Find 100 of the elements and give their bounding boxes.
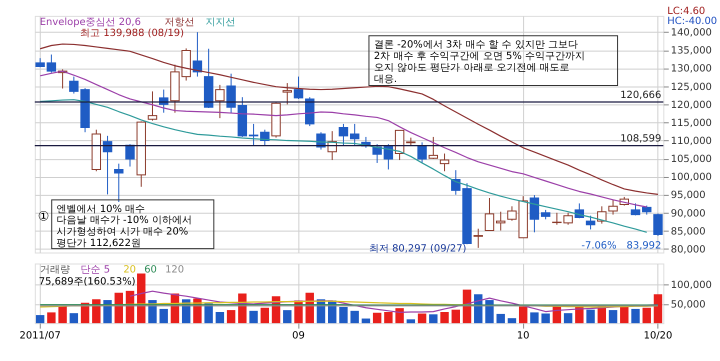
candlestick bbox=[215, 84, 225, 119]
bar bbox=[339, 306, 348, 324]
text: 60 bbox=[144, 264, 157, 276]
candlestick bbox=[597, 206, 607, 224]
candlestick bbox=[642, 205, 652, 216]
y-tick-label: 100,000 bbox=[670, 280, 712, 292]
candlestick bbox=[451, 170, 460, 196]
bar bbox=[362, 318, 370, 324]
bar bbox=[530, 312, 539, 324]
ref-line-label: 108,599 bbox=[620, 134, 662, 145]
candlestick bbox=[428, 136, 438, 160]
bar bbox=[496, 314, 505, 324]
bar bbox=[159, 308, 168, 324]
y-tick-label: 115,000 bbox=[670, 118, 712, 129]
y-tick-label: 100,000 bbox=[670, 172, 712, 184]
bar bbox=[586, 310, 595, 324]
bar bbox=[452, 310, 460, 324]
y-tick-label: 125,000 bbox=[670, 82, 712, 93]
candlestick bbox=[102, 135, 112, 195]
candlestick bbox=[125, 144, 135, 168]
bar bbox=[114, 292, 123, 324]
bar bbox=[103, 300, 112, 324]
bar bbox=[70, 313, 78, 324]
bar bbox=[350, 310, 359, 324]
bar bbox=[541, 314, 550, 324]
bar bbox=[372, 312, 382, 324]
candlestick bbox=[496, 211, 506, 232]
bar bbox=[518, 306, 528, 324]
y-tick-label: 50,000 bbox=[670, 299, 706, 310]
text: 20 bbox=[123, 264, 136, 276]
annotation: ① bbox=[38, 210, 50, 225]
candlestick bbox=[540, 209, 550, 220]
text: 단순 5 bbox=[80, 264, 110, 276]
bar bbox=[418, 314, 426, 324]
y-tick-label: 120,000 bbox=[670, 100, 712, 111]
candlestick bbox=[114, 163, 124, 202]
x-tick-label: 09 bbox=[292, 330, 305, 342]
candlestick bbox=[608, 199, 618, 216]
x-tick-label: 10/20 bbox=[644, 330, 672, 342]
candlestick bbox=[586, 215, 596, 230]
ref-line-label: 120,666 bbox=[620, 90, 662, 102]
candlestick bbox=[338, 123, 348, 146]
bar bbox=[654, 294, 662, 324]
bar bbox=[440, 312, 449, 324]
annotation: 최저 80,297 (09/27) bbox=[368, 244, 467, 255]
bar bbox=[260, 308, 270, 324]
bar bbox=[508, 318, 516, 324]
bar bbox=[36, 315, 44, 324]
text: 120 bbox=[165, 264, 184, 276]
candlestick bbox=[530, 194, 540, 233]
annotation: 83,992 bbox=[626, 240, 662, 252]
bar bbox=[47, 312, 56, 324]
y-tick-label: 90,000 bbox=[670, 208, 706, 220]
x-tick-label: 10 bbox=[516, 330, 530, 342]
bar bbox=[406, 319, 416, 324]
bar bbox=[642, 308, 651, 324]
y-tick-label: 140,000 bbox=[670, 28, 712, 39]
candlestick bbox=[474, 228, 483, 248]
text: LC:4.60 bbox=[667, 6, 706, 17]
candlestick bbox=[69, 76, 79, 94]
legend-title: 거래량 bbox=[40, 264, 70, 276]
bar bbox=[226, 310, 236, 324]
annotation: 최고 139,988 (08/19) bbox=[80, 28, 184, 39]
y-tick-label: 130,000 bbox=[670, 64, 712, 75]
annotation: -7.06% bbox=[581, 240, 617, 252]
y-tick-label: 85,000 bbox=[670, 226, 706, 238]
candlestick bbox=[282, 82, 292, 105]
candlestick bbox=[563, 212, 573, 226]
candlestick bbox=[294, 76, 304, 100]
x-tick-label: 2011/07 bbox=[19, 330, 61, 342]
bar bbox=[631, 308, 640, 324]
candlestick bbox=[350, 123, 360, 146]
candlestick bbox=[653, 213, 663, 236]
bar bbox=[608, 310, 618, 324]
candlestick bbox=[148, 90, 158, 122]
y-tick-label: 105,000 bbox=[670, 154, 712, 166]
y-tick-label: 95,000 bbox=[670, 190, 706, 202]
text: 지지선 bbox=[205, 16, 236, 28]
bar bbox=[249, 310, 258, 324]
bar bbox=[283, 310, 292, 324]
bar bbox=[395, 308, 404, 324]
text: 저항선 bbox=[164, 16, 195, 28]
bar bbox=[384, 312, 393, 324]
y-tick-label: 110,000 bbox=[670, 136, 712, 148]
annotation: 75,689주(160.53%) bbox=[38, 276, 136, 288]
bar bbox=[58, 306, 67, 324]
bar bbox=[216, 312, 224, 324]
annotation: 결론 -20%에서 3차 매수 할 수 있지만 그보다 2차 매수 후 수익구간에 오면 5% 수익구간까지 오지 않아도 평단가 아래로 오기전에 매도로 대응. bbox=[374, 40, 585, 85]
candlestick bbox=[417, 142, 427, 164]
candlestick bbox=[484, 197, 494, 232]
candlestick bbox=[507, 206, 517, 222]
text: HC:-40.00 bbox=[667, 16, 718, 27]
candlestick bbox=[440, 153, 450, 172]
y-tick-label: 135,000 bbox=[670, 46, 712, 57]
annotation: 엔벨에서 10% 매수 다음날 매수가 -10% 이하에서 시가형성하여 시가 매수 20% 평단가 112,622원 bbox=[56, 204, 192, 250]
candlestick bbox=[192, 32, 202, 78]
text: Envelope중심선 20,6 bbox=[40, 16, 141, 28]
bar bbox=[429, 314, 438, 324]
bar bbox=[564, 313, 572, 324]
candlestick bbox=[552, 212, 562, 226]
